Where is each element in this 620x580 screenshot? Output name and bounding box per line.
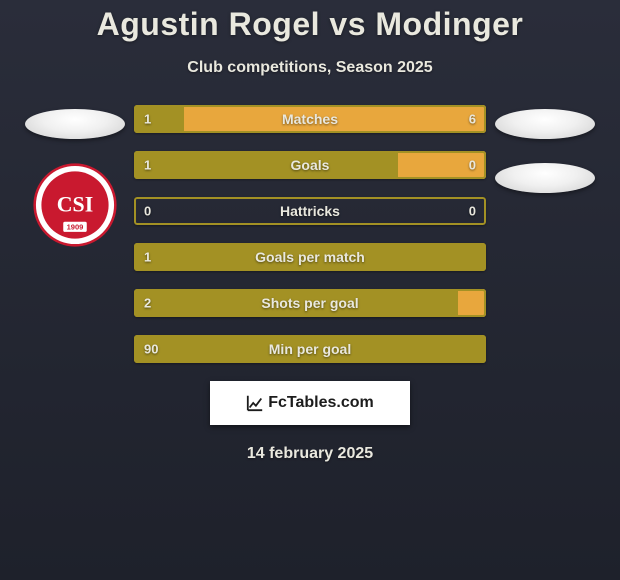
club-badge-placeholder xyxy=(495,163,595,193)
left-player-col: CSI 1909 xyxy=(20,105,130,247)
chart-icon xyxy=(246,394,264,412)
badge-year: 1909 xyxy=(67,222,84,231)
stat-value-left: 2 xyxy=(144,296,151,311)
player-photo-placeholder xyxy=(495,109,595,139)
page-subtitle: Club competitions, Season 2025 xyxy=(187,59,432,77)
brand-text: FcTables.com xyxy=(268,394,374,412)
stat-label: Goals per match xyxy=(255,249,365,265)
right-player-col xyxy=(490,105,600,193)
stat-value-left: 1 xyxy=(144,250,151,265)
stat-value-right: 6 xyxy=(469,112,476,127)
stat-label: Goals xyxy=(291,157,330,173)
stat-row: 2 Shots per goal xyxy=(134,289,486,317)
stat-value-left: 1 xyxy=(144,112,151,127)
content-row: CSI 1909 1 6 Matches 1 0 Goals 0 0 Hattricks 1 Goa… xyxy=(0,105,620,363)
comparison-card: Agustin Rogel vs Modinger Club competiti… xyxy=(0,0,620,463)
stat-row: 90 Min per goal xyxy=(134,335,486,363)
stat-label: Matches xyxy=(282,111,338,127)
stat-label: Min per goal xyxy=(269,341,351,357)
brand-badge[interactable]: FcTables.com xyxy=(210,381,410,425)
stat-value-left: 0 xyxy=(144,204,151,219)
stats-column: 1 6 Matches 1 0 Goals 0 0 Hattricks 1 Goals per ma… xyxy=(130,105,490,363)
date-label: 14 february 2025 xyxy=(247,445,373,463)
stat-value-left: 90 xyxy=(144,342,158,357)
stat-value-left: 1 xyxy=(144,158,151,173)
stat-label: Hattricks xyxy=(280,203,340,219)
player-photo-placeholder xyxy=(25,109,125,139)
stat-row: 1 Goals per match xyxy=(134,243,486,271)
stat-value-right: 0 xyxy=(469,204,476,219)
stat-bar-right xyxy=(458,289,486,317)
page-title: Agustin Rogel vs Modinger xyxy=(97,6,524,43)
club-badge-internacional: CSI 1909 xyxy=(33,163,117,247)
stat-row: 0 0 Hattricks xyxy=(134,197,486,225)
stat-label: Shots per goal xyxy=(261,295,358,311)
badge-letters: CSI xyxy=(57,193,93,217)
brand-label: FcTables.com xyxy=(246,394,374,412)
stat-value-right: 0 xyxy=(469,158,476,173)
stat-row: 1 0 Goals xyxy=(134,151,486,179)
stat-row: 1 6 Matches xyxy=(134,105,486,133)
